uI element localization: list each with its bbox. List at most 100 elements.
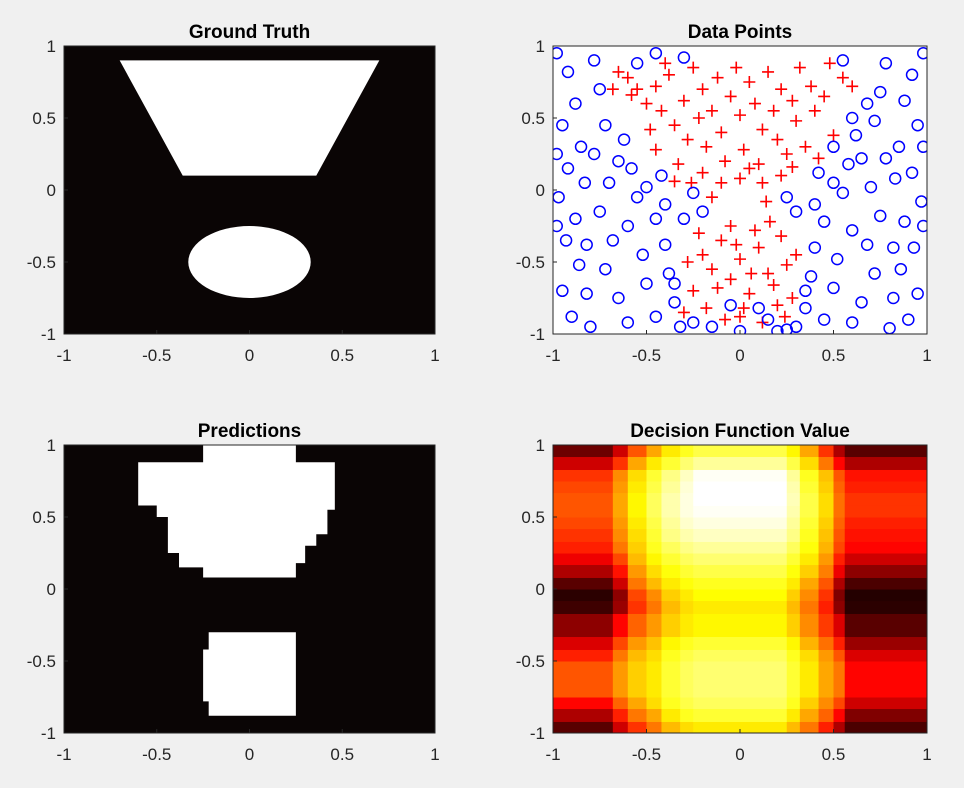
heatmap-cell: [693, 481, 788, 494]
heatmap-cell: [612, 517, 629, 530]
heatmap-cell: [680, 721, 694, 733]
plus-marker: [734, 172, 746, 185]
heatmap-cell: [818, 589, 834, 602]
heatmap-cell: [799, 577, 820, 590]
circle-marker: [606, 234, 620, 247]
plus-marker: [705, 104, 718, 117]
x-tick-label: 1: [922, 745, 931, 764]
heatmap-cell: [661, 528, 681, 542]
heatmap-cell: [627, 528, 647, 542]
heatmap-cell: [646, 613, 662, 638]
circle-marker: [864, 180, 878, 194]
plus-marker: [687, 284, 700, 297]
heatmap-cell: [553, 445, 614, 458]
circle-marker: [905, 166, 919, 179]
heatmap-cell: [646, 600, 662, 614]
circle-marker: [687, 316, 700, 329]
y-tick-label: 0.5: [32, 508, 56, 527]
heatmap-cell: [693, 613, 788, 638]
heatmap-cell: [627, 541, 647, 554]
plus-marker: [734, 253, 746, 266]
plot-area: [553, 445, 927, 733]
circle-marker: [888, 172, 902, 185]
heatmap-cell: [844, 721, 927, 733]
heatmap-cell: [553, 721, 614, 733]
heatmap-cell: [627, 481, 647, 494]
circle-marker: [827, 281, 840, 295]
x-tick-label: -1: [545, 346, 560, 365]
plus-marker: [715, 126, 728, 139]
heatmap-cell: [833, 721, 846, 733]
heatmap-cell: [553, 541, 614, 554]
chart-title: Predictions: [198, 421, 301, 442]
heatmap-cell: [844, 708, 927, 722]
circle-marker: [668, 296, 681, 309]
heatmap-cell: [661, 697, 681, 710]
subplot-3: -1 -0.5 0 0.5 1 -1 -0.5 0 0.5 1 Predictions: [27, 421, 440, 764]
circle-marker: [640, 180, 653, 194]
prediction-region-1: [138, 445, 335, 578]
plus-marker: [719, 155, 732, 168]
heatmap-cell: [844, 564, 927, 578]
heatmap-cell: [612, 589, 629, 602]
heatmap-cell: [661, 541, 681, 554]
plus-marker: [730, 238, 743, 251]
plus-marker: [756, 123, 769, 136]
circle-marker: [593, 82, 606, 96]
plus-marker: [681, 133, 694, 146]
plus-marker: [767, 104, 780, 117]
plus-marker: [696, 166, 709, 179]
circle-marker: [917, 219, 927, 233]
heatmap-cell: [627, 577, 647, 590]
circle-marker: [761, 313, 775, 326]
heatmap-cell: [833, 649, 846, 662]
trapezoid-region: [119, 60, 380, 176]
heatmap-cell: [799, 492, 820, 506]
heatmap-cell: [661, 577, 681, 590]
x-tick-label: -1: [56, 346, 71, 365]
heatmap-cell: [661, 445, 681, 458]
heatmap-cell: [553, 528, 614, 542]
plus-marker: [805, 80, 818, 93]
chart-title: Data Points: [688, 22, 793, 43]
plus-marker: [748, 224, 761, 237]
heatmap-cell: [646, 564, 662, 578]
circle-marker: [569, 97, 582, 110]
circle-marker: [827, 176, 840, 190]
plus-marker: [775, 169, 788, 182]
plus-marker: [752, 158, 765, 171]
heatmap-cell: [786, 553, 801, 566]
heatmap-cell: [833, 469, 846, 482]
heatmap-cell: [818, 721, 834, 733]
circle-marker: [907, 241, 921, 254]
circle-marker: [655, 169, 668, 182]
plus-marker: [737, 302, 750, 315]
heatmap-cell: [786, 541, 801, 554]
circle-marker: [808, 241, 822, 254]
heatmap-cell: [799, 697, 820, 710]
x-tick-label: 0: [245, 745, 254, 764]
plus-marker: [812, 152, 825, 165]
circle-marker: [599, 118, 612, 132]
plus-marker: [649, 143, 662, 156]
heatmap-cell: [818, 492, 834, 506]
heatmap-cell: [786, 469, 801, 482]
heatmap-cell: [553, 564, 614, 578]
heatmap-cell: [553, 697, 614, 710]
plus-marker: [756, 176, 769, 189]
circle-marker: [892, 140, 906, 154]
heatmap-cell: [646, 492, 662, 506]
heatmap-cell: [553, 481, 614, 494]
heatmap-cell: [627, 456, 647, 470]
heatmap-cell: [627, 492, 647, 506]
heatmap-cell: [799, 721, 820, 733]
heatmap-cell: [680, 661, 694, 698]
circle-marker: [845, 224, 859, 237]
circle-marker: [808, 198, 822, 211]
heatmap-cell: [646, 589, 662, 602]
heatmap-cell: [693, 445, 788, 458]
heatmap-cell: [799, 613, 820, 638]
circle-marker: [860, 238, 874, 251]
circle-marker: [860, 97, 874, 110]
